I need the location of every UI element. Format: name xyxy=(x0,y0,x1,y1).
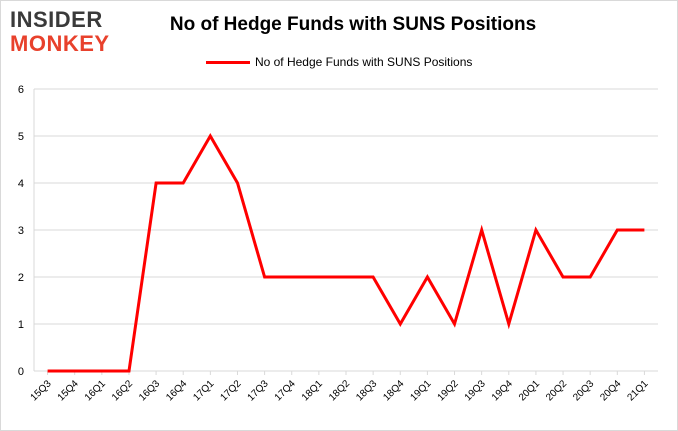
chart-legend: No of Hedge Funds with SUNS Positions xyxy=(0,55,678,69)
logo-line1: INSIDER xyxy=(10,7,103,32)
x-tick-label: 18Q2 xyxy=(327,378,352,403)
x-tick-label: 18Q1 xyxy=(300,378,325,403)
x-tick-label: 16Q4 xyxy=(164,378,189,403)
x-tick-label: 15Q3 xyxy=(29,378,54,403)
legend-swatch xyxy=(205,61,250,65)
x-tick-label: 20Q1 xyxy=(517,378,542,403)
x-tick-label: 21Q1 xyxy=(625,378,650,403)
x-tick-label: 20Q2 xyxy=(544,378,569,403)
x-tick-label: 20Q4 xyxy=(598,378,623,403)
x-tick-label: 17Q2 xyxy=(219,378,244,403)
insider-monkey-logo: INSIDER MONKEY xyxy=(10,7,110,56)
y-tick-label: 5 xyxy=(18,131,24,143)
y-tick-label: 1 xyxy=(18,319,24,331)
chart-title: No of Hedge Funds with SUNS Positions xyxy=(169,14,537,35)
x-tick-label: 15Q4 xyxy=(56,378,81,403)
x-tick-label: 20Q3 xyxy=(571,378,596,403)
x-tick-label: 19Q3 xyxy=(463,378,488,403)
x-tick-label: 19Q1 xyxy=(408,378,433,403)
y-tick-label: 2 xyxy=(18,272,24,284)
y-tick-label: 3 xyxy=(18,225,24,237)
series-line xyxy=(47,133,645,373)
x-tick-label: 16Q3 xyxy=(137,378,162,403)
x-tick-label: 19Q2 xyxy=(436,378,461,403)
y-tick-label: 0 xyxy=(18,366,24,378)
x-tick-label: 18Q4 xyxy=(381,378,406,403)
x-tick-label: 17Q1 xyxy=(191,378,216,403)
x-tick-label: 17Q3 xyxy=(246,378,271,403)
y-tick-label: 6 xyxy=(18,84,24,96)
x-tick-label: 18Q3 xyxy=(354,378,379,403)
y-tick-label: 4 xyxy=(18,178,24,190)
x-tick-label: 16Q2 xyxy=(110,378,135,403)
legend-label: No of Hedge Funds with SUNS Positions xyxy=(254,55,473,69)
x-tick-label: 16Q1 xyxy=(83,378,108,403)
x-tick-label: 19Q4 xyxy=(490,378,515,403)
logo-line2: MONKEY xyxy=(10,31,110,56)
x-tick-label: 17Q4 xyxy=(273,378,298,403)
